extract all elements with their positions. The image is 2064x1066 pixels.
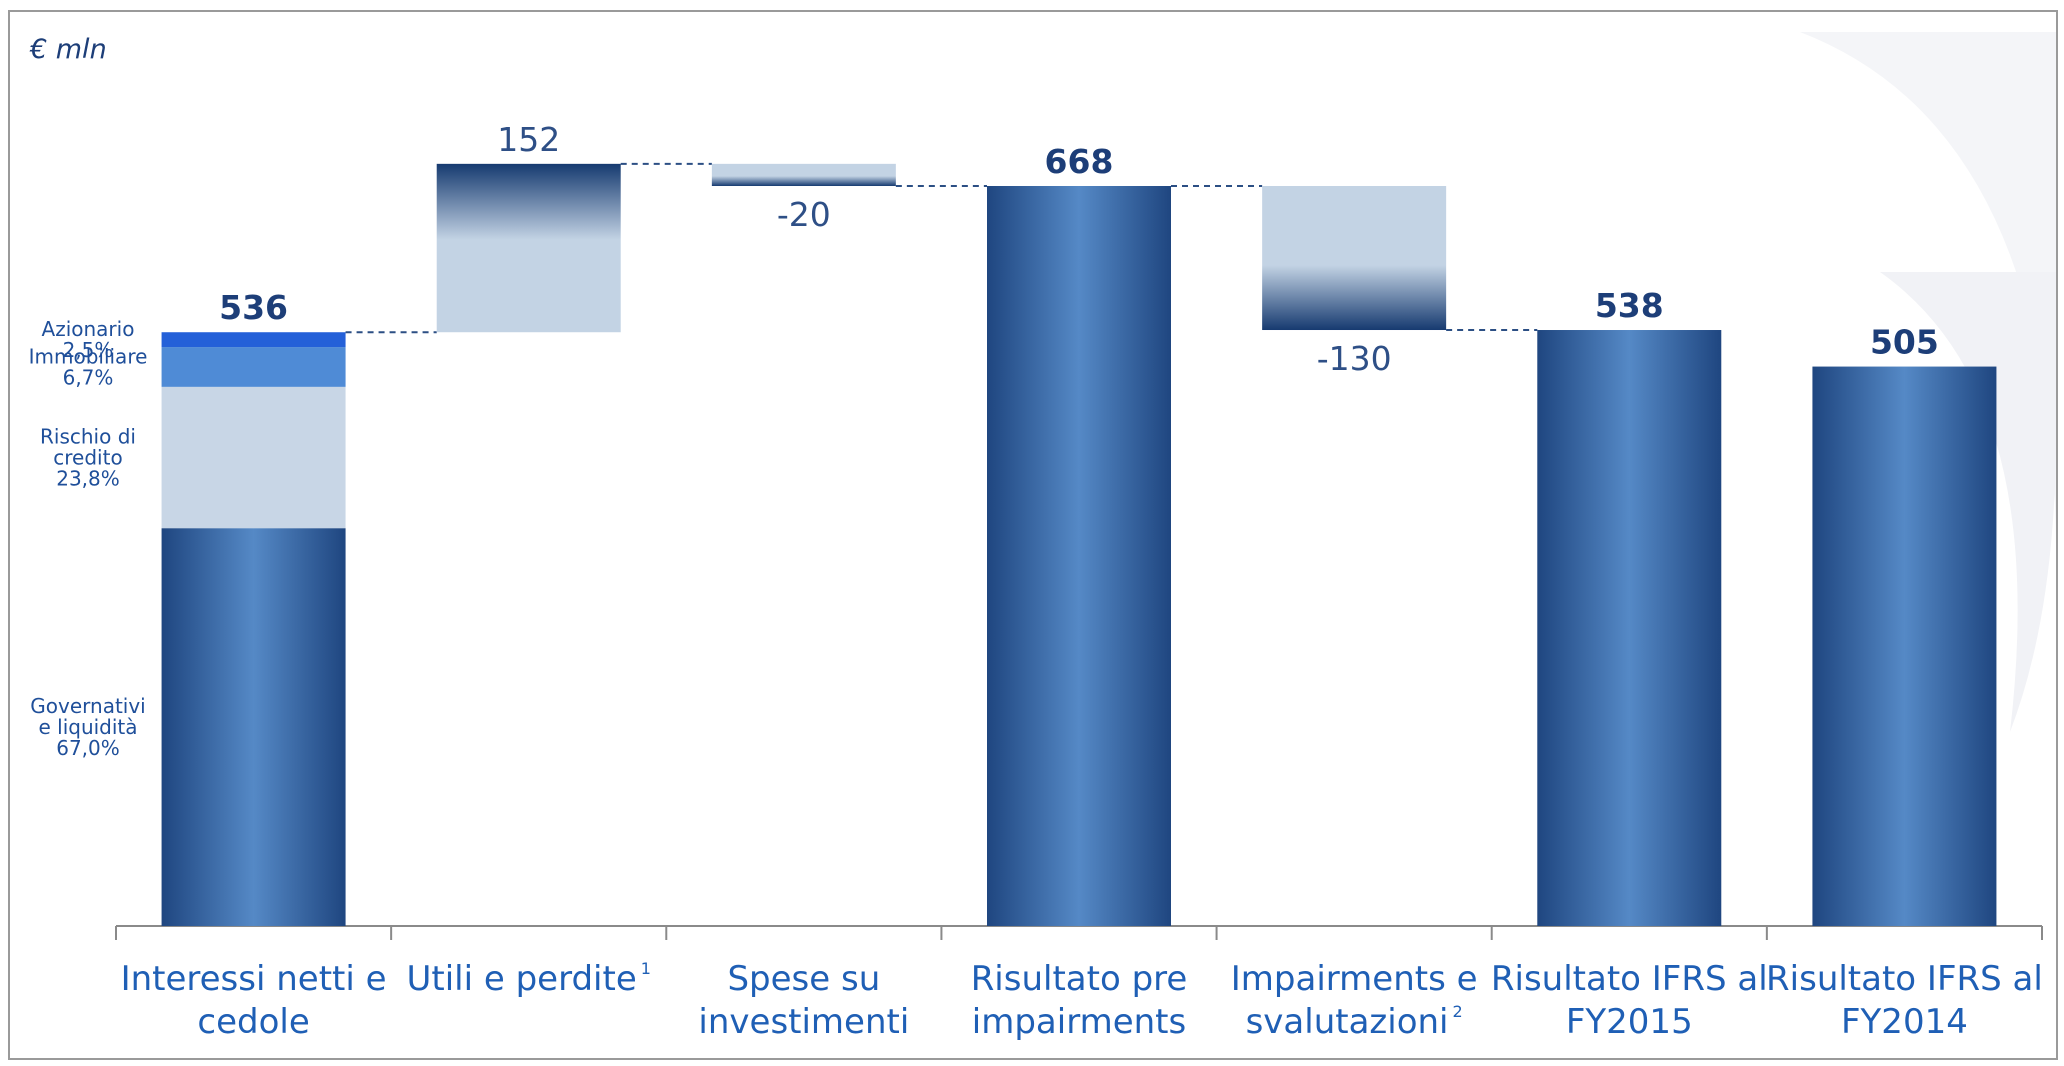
category-label: FY2015 xyxy=(1566,1002,1693,1042)
value-label: 152 xyxy=(497,120,560,159)
bar-segment xyxy=(161,332,346,348)
category-label: Spese su xyxy=(727,959,880,999)
value-label: -130 xyxy=(1317,339,1392,378)
segment-label: 23,8% xyxy=(56,467,120,491)
chart-frame: € mln Governativi e liquidità 67, xyxy=(8,10,2058,1060)
category-label: Interessi netti e xyxy=(121,959,387,999)
category-label: impairments xyxy=(972,1002,1186,1042)
category-label: svalutazioni 2 xyxy=(1246,1002,1463,1042)
category-label: Risultato IFRS al xyxy=(1491,959,1768,999)
segment-label: Immobiliare xyxy=(29,344,148,368)
segment-label: credito xyxy=(53,446,122,470)
segment-label: Governativi xyxy=(30,694,145,718)
bar-segment xyxy=(161,347,346,387)
segment-label: 67,0% xyxy=(56,736,120,760)
value-label: 505 xyxy=(1870,323,1939,362)
bar-segment xyxy=(161,386,346,529)
bar-total xyxy=(1812,366,1997,926)
watermark-arc xyxy=(1800,32,2056,732)
category-label: Utili e perdite 1 xyxy=(406,959,650,999)
bar-total xyxy=(1537,330,1722,926)
value-label: 536 xyxy=(219,288,288,327)
category-label: Risultato pre xyxy=(971,959,1188,999)
bar-total xyxy=(987,186,1171,926)
bar-segment xyxy=(161,528,346,926)
segment-label: Rischio di xyxy=(40,425,136,449)
category-label: Risultato IFRS al xyxy=(1766,959,2043,999)
segment-label: Azionario xyxy=(42,317,135,341)
category-label: investimenti xyxy=(698,1002,909,1042)
category-label: Impairments e xyxy=(1231,959,1478,999)
bar-delta xyxy=(1262,186,1447,331)
segment-label: 6,7% xyxy=(63,365,114,389)
value-label: -20 xyxy=(777,195,831,234)
value-label: 668 xyxy=(1045,142,1114,181)
bar-delta xyxy=(436,163,621,333)
bar-delta xyxy=(711,163,896,186)
segment-label: e liquidità xyxy=(38,715,137,739)
footnote-marker: 2 xyxy=(1453,1002,1463,1021)
value-label: 538 xyxy=(1595,286,1664,325)
segment-label: 2,5% xyxy=(63,338,114,362)
category-label: FY2014 xyxy=(1841,1002,1968,1042)
unit-label: € mln xyxy=(30,34,107,65)
footnote-marker: 1 xyxy=(641,959,651,978)
category-label: cedole xyxy=(197,1002,309,1042)
